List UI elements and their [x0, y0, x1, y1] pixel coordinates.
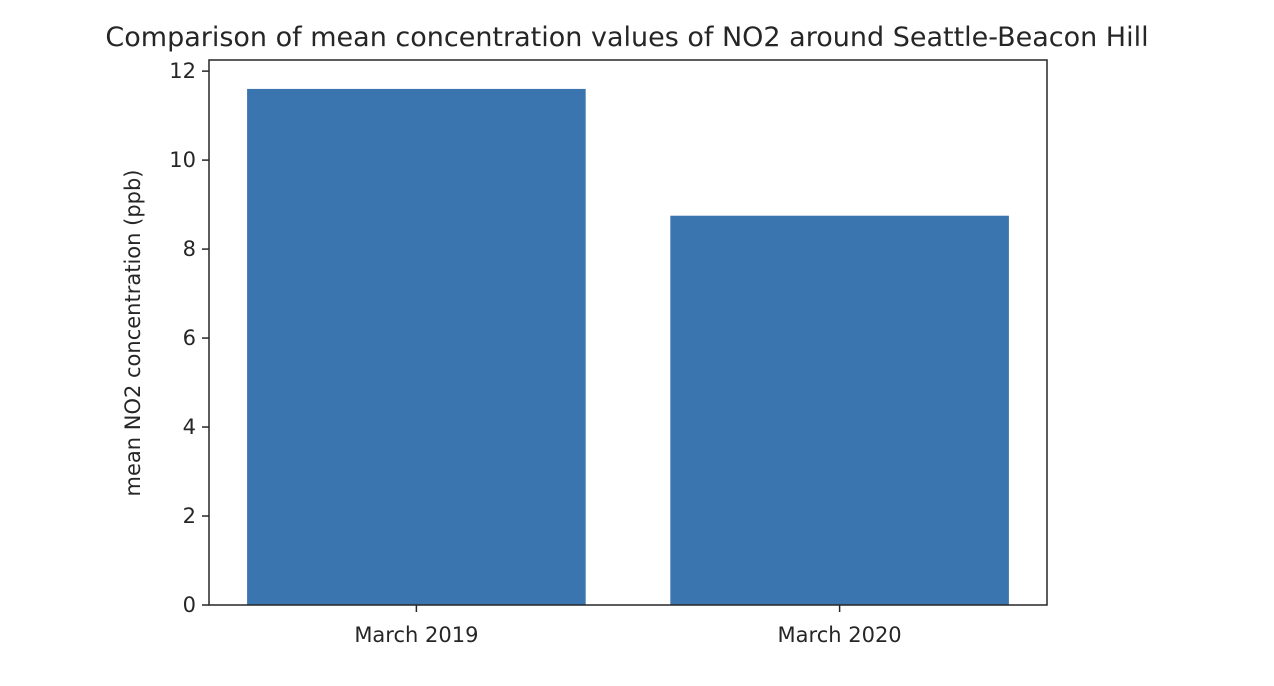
x-tick-label: March 2019 [354, 623, 478, 647]
y-tick-label: 6 [183, 326, 196, 350]
y-tick-label: 2 [183, 504, 196, 528]
chart-title: Comparison of mean concentration values … [105, 22, 1148, 53]
bars-layer [247, 88, 1009, 606]
y-axis-ticks: 0 2 4 6 8 10 12 [169, 59, 209, 617]
bar-march-2019 [247, 88, 586, 606]
bar-march-2020 [670, 215, 1009, 605]
y-tick-label: 12 [169, 59, 196, 83]
y-axis-label: mean NO2 concentration (ppb) [121, 170, 145, 497]
x-tick-label: March 2020 [778, 623, 902, 647]
x-axis-ticks: March 2019 March 2020 [354, 605, 902, 647]
plot-frame [208, 59, 1048, 606]
y-tick-label: 4 [183, 415, 196, 439]
y-tick-label: 8 [183, 237, 196, 261]
y-tick-label: 10 [169, 148, 196, 172]
y-tick-label: 0 [183, 593, 196, 617]
